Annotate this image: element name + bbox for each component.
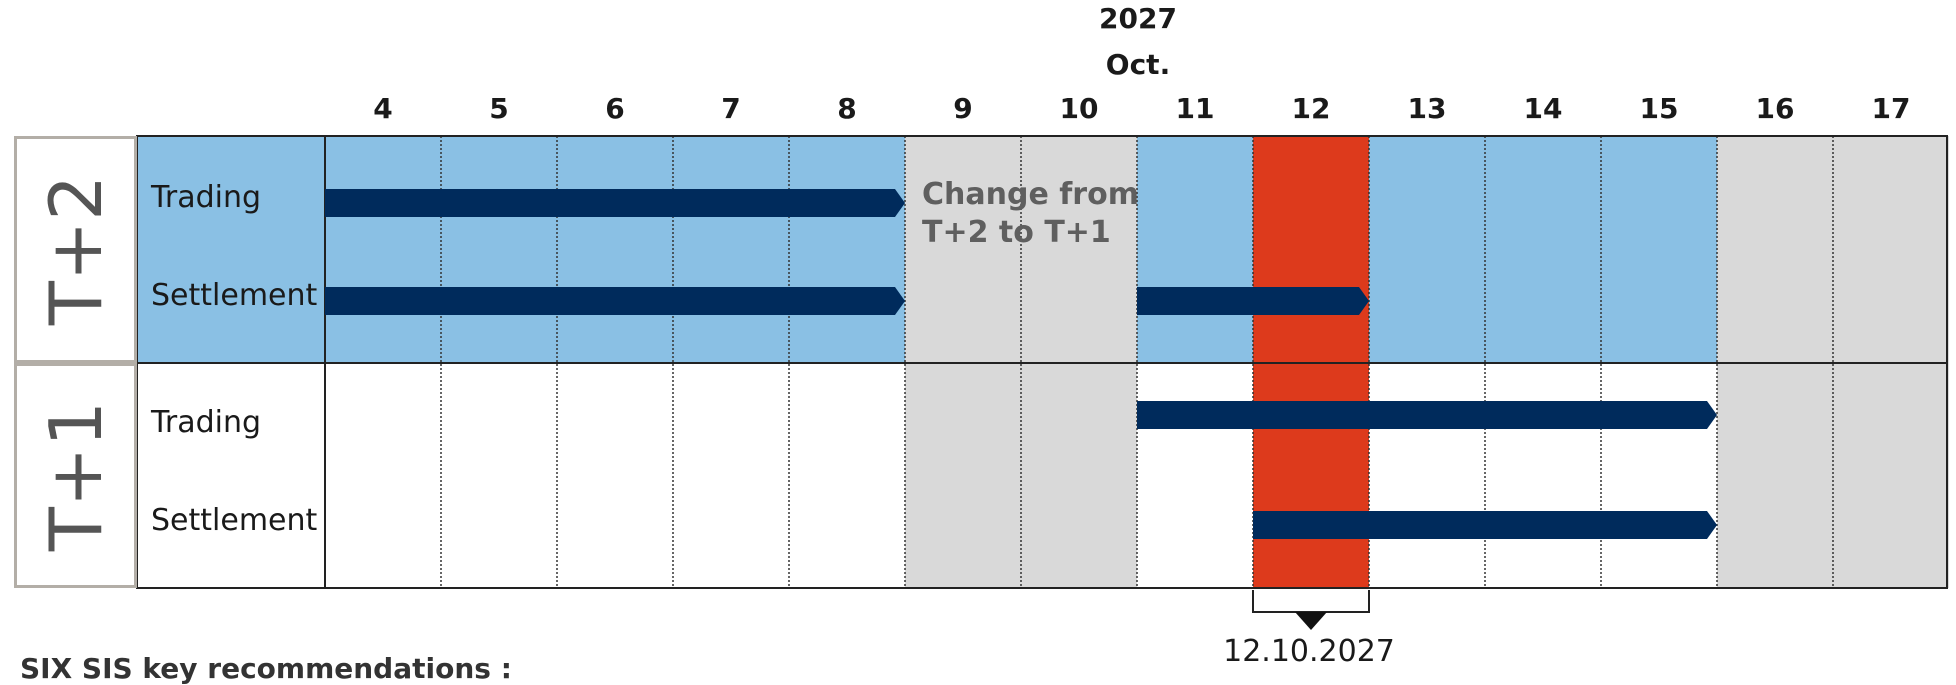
- timeline-bar: [1253, 511, 1717, 539]
- settlement-cycle-diagram: 2027 Oct. 4 5 6 7 8 9 10 11 12 13 14 15 16 17 T+2 T+1…: [14, 2, 1949, 685]
- day-label: 7: [721, 92, 741, 125]
- cutover-pointer: [1295, 612, 1327, 630]
- cutover-date-label: 12.10.2027: [1223, 634, 1395, 669]
- day-label: 13: [1407, 92, 1447, 125]
- timeline-grid: [136, 135, 1949, 630]
- day-label: 16: [1755, 92, 1795, 125]
- month-header: Oct.: [1105, 48, 1171, 81]
- timeline-bar: [325, 287, 905, 315]
- year-header: 2027: [1099, 2, 1177, 35]
- section-label-t1-text: T+1: [33, 400, 118, 551]
- timeline-bar: [325, 189, 905, 217]
- day-label: 8: [837, 92, 857, 125]
- section-label-t2: T+2: [14, 136, 137, 363]
- row-label-t1-settlement: Settlement: [151, 503, 318, 538]
- row-label-t2-trading: Trading: [151, 180, 262, 215]
- day-label: 9: [953, 92, 973, 125]
- day-label: 10: [1059, 92, 1099, 125]
- day-label: 15: [1639, 92, 1679, 125]
- day-label: 5: [489, 92, 509, 125]
- timeline-bar: [1137, 401, 1717, 429]
- day-label: 6: [605, 92, 625, 125]
- recommendations-heading: SIX SIS key recommendations :: [20, 652, 512, 685]
- transition-note: Change from T+2 to T+1: [922, 177, 1139, 250]
- day-label: 12: [1291, 92, 1331, 125]
- section-label-t1: T+1: [14, 363, 137, 588]
- section-label-t2-text: T+2: [33, 174, 118, 325]
- day-label: 11: [1175, 92, 1215, 125]
- cutover-bracket: [1252, 590, 1370, 613]
- row-label-t1-trading: Trading: [151, 405, 262, 440]
- day-label: 17: [1871, 92, 1911, 125]
- row-label-t2-settlement: Settlement: [151, 278, 318, 313]
- timeline-bar: [1137, 287, 1369, 315]
- day-label: 4: [373, 92, 393, 125]
- day-label: 14: [1523, 92, 1563, 125]
